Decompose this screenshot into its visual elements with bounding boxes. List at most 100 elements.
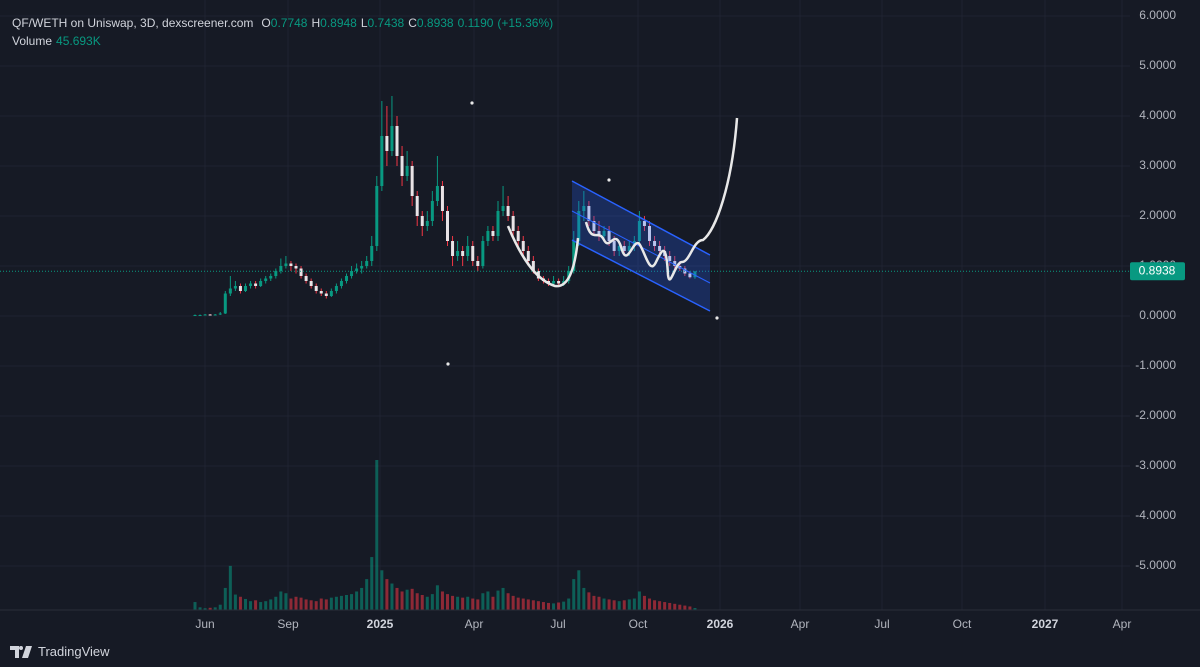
x-tick-label: Apr — [791, 617, 810, 631]
candle-body — [693, 271, 697, 278]
volume-bar — [607, 599, 611, 610]
volume-bar — [228, 565, 232, 610]
volume-bar — [405, 589, 409, 610]
candle-body — [264, 278, 268, 281]
volume-bar — [269, 599, 273, 610]
candle-body — [238, 286, 242, 291]
candle-body — [304, 276, 308, 281]
volume-bar — [345, 595, 348, 610]
volume-bar — [526, 599, 530, 610]
volume-bar — [683, 605, 687, 610]
volume-bar — [648, 598, 651, 610]
candle-body — [572, 241, 576, 271]
volume-bar — [446, 594, 449, 610]
volume-bar — [491, 596, 495, 610]
volume-bar — [375, 460, 379, 610]
candle-body — [486, 231, 490, 241]
candle-body — [446, 211, 449, 241]
candle-body — [491, 231, 495, 236]
volume-bar — [299, 597, 303, 610]
candle-body — [668, 256, 672, 261]
candle-body — [496, 211, 500, 236]
y-tick-label: 2.0000 — [1139, 208, 1176, 222]
volume-bar — [622, 600, 626, 610]
candle-body — [425, 221, 429, 226]
volume-bar — [521, 598, 525, 610]
volume-bar — [355, 591, 359, 610]
symbol-title: QF/WETH on Uniswap, 3D, dexscreener.com — [12, 16, 254, 30]
candle-body — [274, 271, 278, 276]
candle-body — [289, 263, 293, 266]
candle-body — [395, 126, 399, 156]
candle-body — [319, 291, 323, 294]
volume-bar — [360, 587, 364, 610]
candle-body — [269, 276, 273, 279]
x-tick-label: 2026 — [707, 617, 734, 631]
ohlc-value: 0.8938 — [416, 16, 454, 30]
candle-body — [526, 251, 530, 261]
candle-body — [451, 241, 455, 256]
candle-body — [208, 314, 212, 316]
volume-bar — [476, 599, 480, 610]
last-price-label: 0.8938 — [1139, 263, 1176, 277]
volume-bar — [395, 587, 399, 610]
volume-bar — [668, 602, 672, 610]
volume-bar — [678, 604, 682, 610]
grid — [0, 0, 1130, 610]
volume-bar — [233, 594, 237, 610]
x-tick-label: Jul — [550, 617, 565, 631]
x-tick-label: 2027 — [1032, 617, 1059, 631]
candle-body — [345, 276, 348, 281]
volume-bar — [329, 597, 333, 610]
volume-bar — [430, 594, 434, 610]
candle-body — [213, 314, 217, 316]
candle-body — [294, 266, 298, 269]
volume-bar — [501, 587, 505, 610]
candle-body — [481, 241, 485, 266]
candle-body — [218, 313, 222, 315]
x-tick-label: Jul — [874, 617, 889, 631]
volume-bar — [516, 597, 520, 610]
logo — [10, 645, 32, 658]
candle-body — [299, 268, 303, 276]
candle-body — [617, 246, 621, 251]
volume-bar — [506, 593, 510, 610]
volume-bar — [627, 599, 631, 610]
change-pct: (+15.36%) — [497, 16, 554, 30]
ohlc-value: 0.7748 — [270, 16, 308, 30]
candle-body — [587, 206, 591, 221]
y-tick-label: 5.0000 — [1139, 58, 1176, 72]
volume-bar — [592, 595, 596, 610]
candle-body — [380, 136, 384, 186]
candle-body — [334, 286, 338, 291]
volume-bar — [223, 587, 227, 610]
volume-bar — [617, 601, 621, 610]
candle-body — [658, 246, 662, 251]
volume-bar — [582, 587, 586, 610]
candle-body — [637, 221, 641, 241]
candle-body — [254, 283, 258, 286]
candle-body — [456, 251, 460, 256]
candle-body — [582, 206, 586, 211]
candle-body — [597, 231, 601, 236]
candle-body — [193, 315, 197, 316]
volume-bar — [309, 600, 313, 610]
last-price-box — [1130, 262, 1185, 281]
volume-bar — [688, 606, 692, 610]
candle-body — [673, 261, 677, 266]
volume-bar — [536, 601, 540, 610]
volume-bar — [632, 598, 636, 610]
volume-bar — [334, 596, 338, 610]
candle-body — [405, 166, 409, 176]
volume-bar — [602, 598, 606, 610]
candle-body — [430, 201, 434, 221]
volume-bar — [481, 593, 485, 610]
y-tick-label: -5.0000 — [1135, 558, 1176, 572]
candle-body — [511, 216, 515, 231]
volume-bar — [238, 596, 242, 610]
volume-bar — [567, 598, 571, 610]
candle-body — [284, 263, 288, 266]
ohlc-letter: H — [311, 16, 321, 30]
